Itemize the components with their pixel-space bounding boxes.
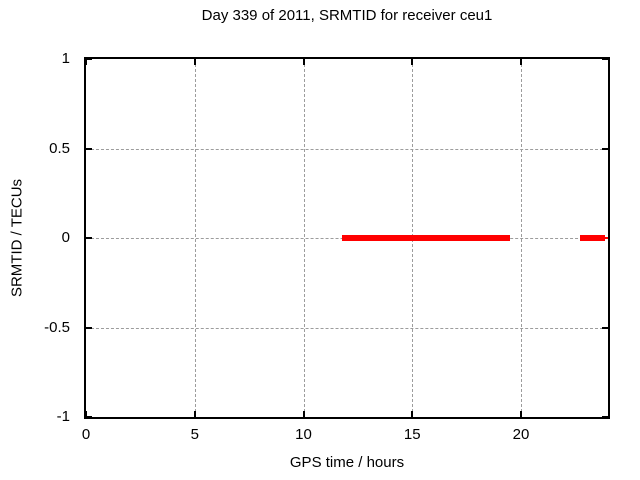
y-tick-label: 1 [61, 50, 70, 67]
data-segment [604, 237, 608, 239]
x-tick-top [411, 59, 414, 65]
x-tick-bottom [85, 411, 87, 417]
y-tick-left [86, 147, 92, 150]
x-tick-bottom [411, 411, 414, 417]
chart-title: Day 339 of 2011, SRMTID for receiver ceu… [201, 7, 493, 24]
y-tick-label: -1 [56, 408, 70, 425]
y-tick-right [602, 58, 608, 60]
y-tick-right [602, 147, 608, 150]
x-tick-top [85, 59, 87, 65]
x-tick-label: 5 [190, 426, 199, 443]
y-tick-left [86, 416, 92, 418]
y-tick-left [86, 58, 92, 60]
plot-area [84, 57, 610, 419]
x-tick-bottom [520, 411, 522, 417]
y-tick-left [86, 326, 92, 329]
data-segment [579, 235, 605, 241]
y-tick-left [86, 237, 92, 239]
y-tick-right [602, 326, 608, 329]
x-tick-bottom [193, 411, 196, 417]
x-tick-top [193, 59, 196, 65]
y-tick-label: 0.5 [49, 139, 70, 157]
x-tick-top [520, 59, 522, 65]
x-tick-label: 0 [81, 426, 91, 443]
x-tick-top [302, 59, 305, 65]
x-tick-label: 10 [295, 426, 312, 443]
x-axis-label: GPS time / hours [289, 454, 405, 471]
y-gridline [86, 148, 608, 150]
data-segment [341, 235, 511, 241]
y-tick-label: -0.5 [44, 318, 70, 336]
x-tick-bottom [302, 411, 305, 417]
y-gridline [86, 327, 608, 329]
y-tick-label: 0 [61, 229, 70, 246]
x-tick-label: 20 [512, 426, 530, 443]
x-tick-label: 15 [403, 426, 421, 443]
y-tick-right [602, 416, 608, 418]
